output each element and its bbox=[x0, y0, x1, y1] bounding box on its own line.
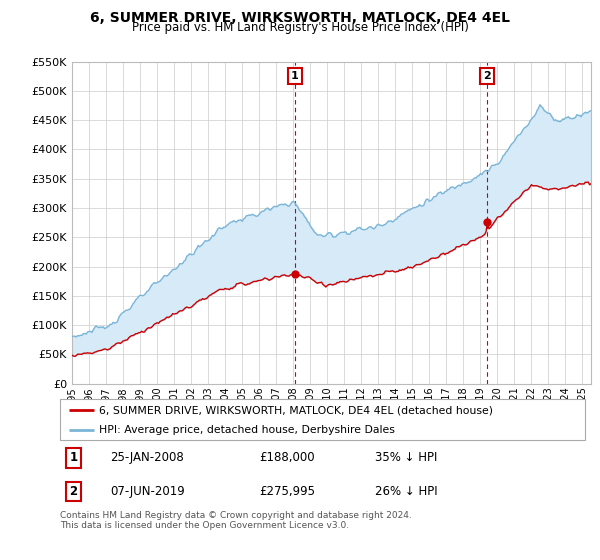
Text: Contains HM Land Registry data © Crown copyright and database right 2024.
This d: Contains HM Land Registry data © Crown c… bbox=[60, 511, 412, 530]
Text: 1: 1 bbox=[291, 71, 299, 81]
Text: 35% ↓ HPI: 35% ↓ HPI bbox=[375, 451, 437, 464]
Text: £275,995: £275,995 bbox=[260, 485, 316, 498]
Text: 1: 1 bbox=[70, 451, 77, 464]
Text: 26% ↓ HPI: 26% ↓ HPI bbox=[375, 485, 437, 498]
Text: 6, SUMMER DRIVE, WIRKSWORTH, MATLOCK, DE4 4EL: 6, SUMMER DRIVE, WIRKSWORTH, MATLOCK, DE… bbox=[90, 11, 510, 25]
Text: 25-JAN-2008: 25-JAN-2008 bbox=[110, 451, 184, 464]
Text: 6, SUMMER DRIVE, WIRKSWORTH, MATLOCK, DE4 4EL (detached house): 6, SUMMER DRIVE, WIRKSWORTH, MATLOCK, DE… bbox=[100, 405, 493, 415]
Text: £188,000: £188,000 bbox=[260, 451, 315, 464]
Text: Price paid vs. HM Land Registry's House Price Index (HPI): Price paid vs. HM Land Registry's House … bbox=[131, 21, 469, 34]
Text: 2: 2 bbox=[484, 71, 491, 81]
Text: 07-JUN-2019: 07-JUN-2019 bbox=[110, 485, 185, 498]
Text: 2: 2 bbox=[70, 485, 77, 498]
Text: HPI: Average price, detached house, Derbyshire Dales: HPI: Average price, detached house, Derb… bbox=[100, 424, 395, 435]
FancyBboxPatch shape bbox=[60, 399, 585, 440]
